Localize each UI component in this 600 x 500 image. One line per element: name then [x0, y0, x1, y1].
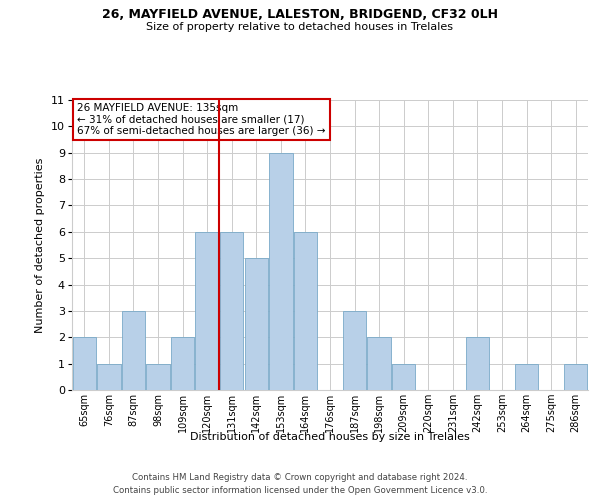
Text: Contains HM Land Registry data © Crown copyright and database right 2024.: Contains HM Land Registry data © Crown c…	[132, 472, 468, 482]
Bar	[245, 258, 268, 390]
Bar	[220, 232, 244, 390]
Text: 26, MAYFIELD AVENUE, LALESTON, BRIDGEND, CF32 0LH: 26, MAYFIELD AVENUE, LALESTON, BRIDGEND,…	[102, 8, 498, 20]
Bar	[466, 338, 489, 390]
Bar	[146, 364, 170, 390]
Bar	[196, 232, 219, 390]
Bar	[73, 338, 96, 390]
Bar	[269, 152, 293, 390]
Bar	[392, 364, 415, 390]
Bar	[564, 364, 587, 390]
Y-axis label: Number of detached properties: Number of detached properties	[35, 158, 46, 332]
Bar	[515, 364, 538, 390]
Text: Distribution of detached houses by size in Trelales: Distribution of detached houses by size …	[190, 432, 470, 442]
Bar	[122, 311, 145, 390]
Bar	[294, 232, 317, 390]
Bar	[97, 364, 121, 390]
Text: Contains public sector information licensed under the Open Government Licence v3: Contains public sector information licen…	[113, 486, 487, 495]
Bar	[367, 338, 391, 390]
Text: Size of property relative to detached houses in Trelales: Size of property relative to detached ho…	[146, 22, 454, 32]
Bar	[171, 338, 194, 390]
Bar	[343, 311, 366, 390]
Text: 26 MAYFIELD AVENUE: 135sqm
← 31% of detached houses are smaller (17)
67% of semi: 26 MAYFIELD AVENUE: 135sqm ← 31% of deta…	[77, 103, 326, 136]
